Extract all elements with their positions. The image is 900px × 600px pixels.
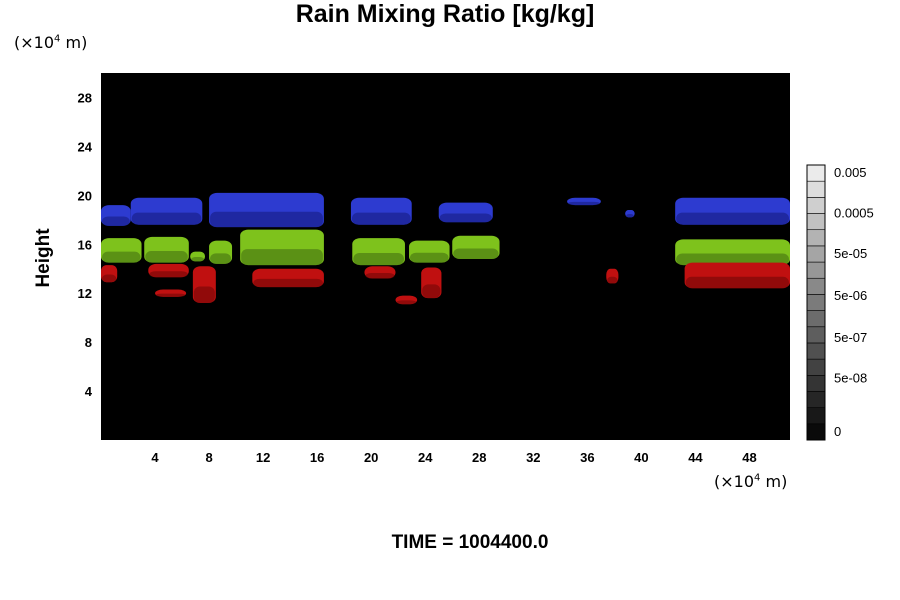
x-tick-label: 28 <box>472 450 486 465</box>
x-tick-label: 44 <box>688 450 703 465</box>
blue-region-shade <box>351 212 411 225</box>
x-tick-label: 20 <box>364 450 378 465</box>
y-tick-label: 28 <box>78 90 92 105</box>
colorbar-swatch <box>806 374 826 392</box>
red-region-shade <box>365 273 395 279</box>
y-unit-exponent: 4 <box>54 33 61 45</box>
y-unit-suffix: m) <box>60 33 88 52</box>
x-tick-label: 12 <box>256 450 270 465</box>
colorbar-swatch <box>806 261 826 279</box>
colorbar-swatch <box>806 407 826 425</box>
colorbar-swatch <box>806 245 826 263</box>
x-tick-label: 36 <box>580 450 594 465</box>
green-region-shade <box>191 256 205 262</box>
green-region-shade <box>102 251 141 263</box>
x-tick-label: 4 <box>151 450 159 465</box>
green-region-shade <box>145 251 188 263</box>
green-region-shade <box>676 253 789 266</box>
red-region-shade <box>396 300 417 305</box>
chart-title: Rain Mixing Ratio [kg/kg] <box>295 0 595 28</box>
x-tick-label: 40 <box>634 450 648 465</box>
colorbar <box>806 164 826 441</box>
colorbar-swatch <box>806 164 826 182</box>
blue-region-shade <box>210 211 323 228</box>
blue-region-shade <box>626 214 634 218</box>
y-tick-label: 4 <box>85 384 93 399</box>
colorbar-label: 0.005 <box>834 165 867 180</box>
colorbar-swatch <box>806 294 826 311</box>
y-axis-unit: (×104 m) <box>14 33 87 52</box>
colorbar-swatch <box>806 342 826 360</box>
colorbar-swatch <box>806 197 826 214</box>
x-tick-label: 16 <box>310 450 324 465</box>
red-region-shade <box>607 276 618 284</box>
y-unit-prefix: (×10 <box>14 33 55 52</box>
colorbar-label: 5e-08 <box>834 371 867 386</box>
colorbar-swatch <box>806 310 826 328</box>
colorbar-swatch <box>806 423 826 441</box>
y-tick-label: 24 <box>78 139 93 154</box>
y-tick-label: 8 <box>85 335 92 350</box>
x-tick-label: 8 <box>205 450 212 465</box>
red-region-shade <box>253 278 323 288</box>
colorbar-label: 5e-07 <box>834 330 867 345</box>
colorbar-label: 0 <box>834 424 841 439</box>
red-region-shade <box>149 271 188 278</box>
colorbar-swatch <box>806 326 826 344</box>
green-region-shade <box>410 252 449 263</box>
red-region-shade <box>685 276 789 289</box>
green-region-shade <box>241 249 323 266</box>
x-unit-exponent: 4 <box>754 472 761 484</box>
blue-region-shade <box>102 216 130 226</box>
colorbar-frame <box>806 164 826 441</box>
y-tick-label: 20 <box>78 188 92 203</box>
x-unit-suffix: m) <box>760 472 788 491</box>
colorbar-labels: 0.005 0.0005 5e-05 5e-06 5e-07 5e-08 0 <box>834 165 874 439</box>
colorbar-label: 5e-05 <box>834 246 867 261</box>
y-tick-labels: 4 8 12 16 20 24 28 <box>78 90 93 399</box>
red-region-shade <box>422 284 441 299</box>
x-tick-labels: 4 8 12 16 20 24 28 32 36 40 44 48 <box>151 450 756 465</box>
colorbar-swatch <box>806 180 826 198</box>
colorbar-label: 0.0005 <box>834 206 874 221</box>
y-tick-label: 12 <box>78 286 92 301</box>
x-tick-label: 48 <box>742 450 756 465</box>
blue-region-shade <box>676 212 789 225</box>
rain-field-layer <box>101 192 790 305</box>
x-unit-prefix: (×10 <box>714 472 755 491</box>
x-tick-label: 32 <box>526 450 540 465</box>
colorbar-swatch <box>806 213 826 231</box>
red-region-shade <box>102 274 117 283</box>
colorbar-label: 5e-06 <box>834 288 867 303</box>
blue-region-shade <box>131 212 202 225</box>
x-tick-label: 24 <box>418 450 433 465</box>
time-label: TIME = 1004400.0 <box>391 532 549 553</box>
x-axis-unit: (×104 m) <box>714 472 787 491</box>
green-region-shade <box>210 253 232 264</box>
green-region-shade <box>453 248 499 259</box>
red-region-shade <box>156 293 186 297</box>
blue-region-shade <box>568 201 600 206</box>
colorbar-swatch <box>806 391 826 408</box>
green-region-shade <box>353 252 404 266</box>
colorbar-swatch <box>806 277 826 295</box>
y-tick-label: 16 <box>78 237 92 252</box>
red-region-shade <box>193 286 215 303</box>
colorbar-swatch <box>806 229 826 247</box>
colorbar-swatch <box>806 358 826 376</box>
blue-region-shade <box>439 213 492 223</box>
